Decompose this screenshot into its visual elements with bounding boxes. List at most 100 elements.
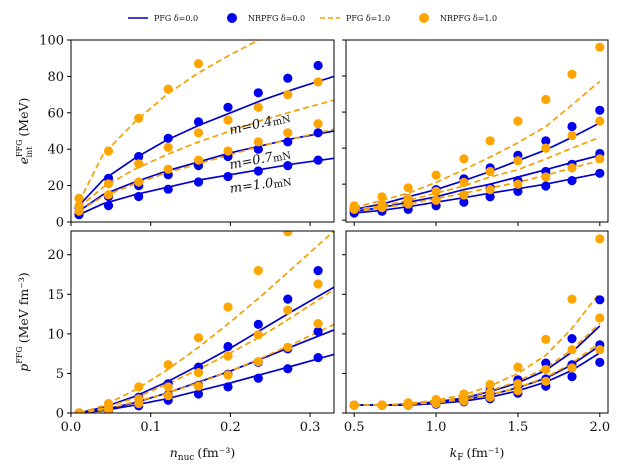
data-point-bottom-left-1-8	[313, 326, 323, 337]
data-point-bottom-right-0-9	[595, 357, 605, 367]
data-point-top-right-2-7	[541, 136, 551, 146]
data-point-bottom-right-4-8	[567, 345, 577, 355]
data-point-bottom-left-5-1	[103, 398, 114, 409]
data-point-top-right-5-4	[459, 154, 469, 164]
data-point-bottom-right-5-1	[377, 400, 387, 410]
data-point-top-right-5-2	[403, 183, 413, 193]
data-point-bottom-right-4-5	[485, 387, 495, 397]
data-point-top-right-4-2	[403, 194, 413, 204]
data-point-bottom-left-4-5	[223, 351, 233, 361]
data-point-top-right-3-3	[431, 195, 441, 205]
series-line-bottom-right-5	[354, 292, 601, 406]
series-line-top-left-4	[78, 99, 334, 209]
plot-area-top-left	[74, 40, 334, 220]
y-axis-label-bottom-left: pFFG(MeV fm⁻³)	[15, 272, 31, 372]
y-tick-label-bottom-left-0: 0	[56, 407, 64, 422]
data-point-bottom-left-4-3	[163, 382, 173, 392]
y-tick-label-top-left-0: 0	[56, 216, 64, 231]
data-point-bottom-right-5-0	[349, 400, 359, 410]
data-point-bottom-left-3-3	[163, 391, 173, 401]
data-point-top-left-2-5	[223, 102, 233, 112]
data-point-bottom-left-3-5	[223, 370, 233, 380]
panel-bottom-right: 0.5 1.0 1.5 2.0 kF (fm⁻¹)	[342, 230, 610, 463]
data-point-top-left-1-6	[253, 144, 263, 154]
axes-frame-bottom-left	[70, 230, 335, 414]
data-point-top-left-5-4	[193, 59, 204, 69]
data-point-bottom-right-3-6	[513, 386, 523, 396]
series-line-top-right-3	[354, 159, 601, 213]
series-line-top-right-4	[354, 136, 601, 211]
data-point-top-right-0-4	[459, 197, 469, 207]
axes-frame-bottom-right	[345, 230, 609, 414]
data-point-bottom-left-4-7	[283, 305, 293, 315]
data-point-top-left-0-3	[163, 184, 173, 194]
data-point-bottom-left-4-2	[134, 394, 144, 404]
data-point-bottom-left-4-8	[313, 279, 323, 289]
data-point-top-right-3-7	[541, 172, 551, 182]
series-line-bottom-left-4	[78, 288, 334, 413]
data-point-bottom-left-5-3	[163, 360, 173, 370]
data-point-bottom-left-5-4	[193, 333, 204, 343]
data-point-bottom-left-4-4	[193, 368, 204, 378]
panel-bottom-left: 0.0 0.1 0.2 0.3 0 5 10 15 20 nnuc (fm⁻³) pFFG(MeV f…	[15, 230, 335, 463]
data-point-bottom-left-2-6	[253, 319, 263, 329]
data-point-bottom-right-4-9	[595, 313, 605, 323]
axes-frame-top-right	[345, 39, 609, 223]
y-tick-label-top-left-4: 80	[47, 70, 64, 85]
data-point-top-left-2-3	[163, 133, 173, 143]
data-point-bottom-right-3-7	[541, 376, 551, 386]
data-point-top-left-3-1	[103, 190, 114, 200]
x-axis-label-bottom-right: kF (fm⁻¹)	[450, 445, 505, 463]
data-point-top-left-4-0	[74, 201, 84, 211]
series-line-top-right-0	[354, 172, 600, 214]
data-point-top-right-3-8	[567, 163, 577, 173]
x-tick-label-bottom-left-0: 0.0	[61, 420, 82, 435]
data-point-top-left-2-7	[283, 73, 293, 83]
annotation-top-left-2: m=1.0mN	[229, 173, 293, 197]
series-line-top-left-0	[78, 157, 334, 216]
panels: 020406080100m=0.4mNm=0.7mNm=1.0mNeFFGint…	[15, 34, 610, 464]
series-line-bottom-left-5	[78, 231, 334, 413]
data-point-bottom-right-5-9	[595, 234, 605, 244]
data-point-top-right-5-3	[431, 170, 441, 180]
data-point-bottom-right-2-9	[595, 295, 605, 305]
data-point-top-right-4-7	[541, 143, 551, 153]
data-point-bottom-left-0-7	[283, 364, 293, 374]
data-point-top-left-5-0	[74, 193, 84, 203]
data-point-top-left-0-8	[313, 155, 323, 165]
data-point-top-left-0-5	[223, 171, 233, 182]
y-tick-label-top-left-3: 60	[47, 106, 64, 121]
annotation-top-left-1: m=0.7mN	[228, 147, 292, 174]
data-point-top-left-3-8	[313, 119, 323, 129]
data-point-bottom-right-4-6	[513, 379, 523, 389]
data-point-top-left-3-7	[283, 128, 293, 138]
data-point-bottom-right-4-7	[541, 364, 551, 375]
data-point-bottom-left-5-5	[223, 302, 233, 312]
data-point-bottom-left-3-4	[193, 381, 204, 391]
data-point-top-right-3-4	[459, 190, 469, 200]
data-point-top-left-0-1	[103, 201, 114, 211]
x-tick-label-bottom-right-0: 0.5	[344, 420, 365, 435]
data-point-top-left-4-1	[103, 179, 114, 189]
data-point-top-right-0-6	[513, 186, 523, 196]
x-tick-label-bottom-left-1: 0.1	[140, 420, 161, 435]
data-point-top-right-4-9	[595, 116, 605, 126]
data-point-top-left-4-7	[283, 90, 293, 100]
data-point-bottom-left-2-5	[223, 341, 233, 352]
data-point-top-right-2-8	[567, 121, 577, 132]
data-point-bottom-left-3-8	[313, 319, 323, 329]
data-point-top-left-3-4	[193, 155, 204, 165]
panel-top-right	[342, 39, 609, 226]
data-point-bottom-right-3-9	[595, 345, 605, 355]
data-point-top-right-0-9	[595, 168, 605, 178]
legend-marker-3	[419, 13, 429, 23]
y-tick-label-top-left-1: 20	[47, 179, 64, 194]
legend-label-2: PFG δ=1.0	[346, 14, 390, 23]
y-tick-label-bottom-left-3: 15	[47, 288, 64, 303]
data-point-bottom-right-5-8	[567, 294, 577, 304]
data-point-top-right-5-1	[377, 192, 387, 202]
legend-marker-1	[227, 13, 237, 23]
y-tick-label-bottom-left-4: 20	[47, 248, 64, 263]
x-tick-label-bottom-right-1: 1.0	[426, 420, 447, 435]
x-tick-label-bottom-right-3: 2.0	[589, 420, 610, 435]
